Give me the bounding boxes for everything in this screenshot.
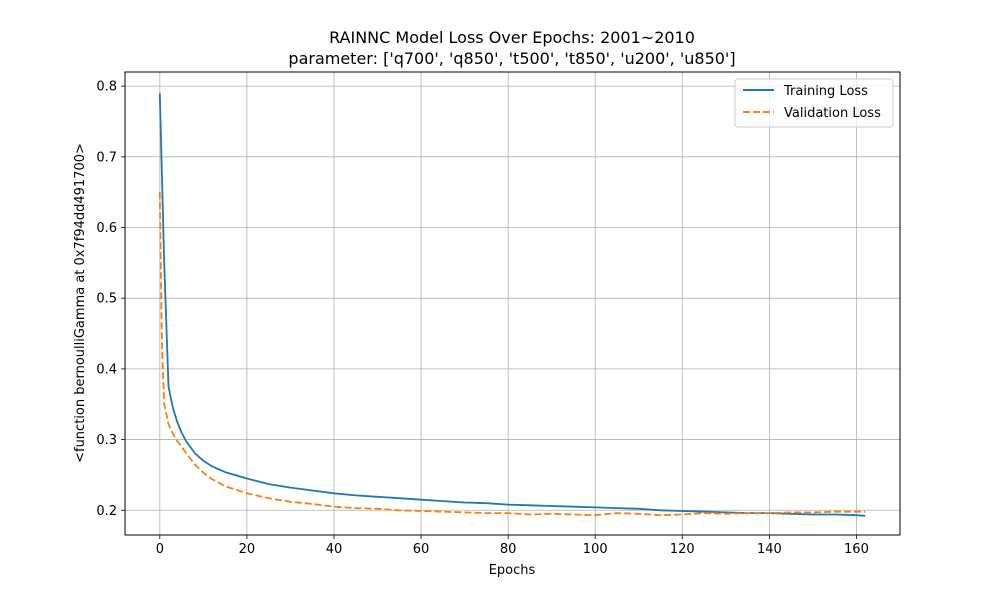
y-tick-label: 0.8 [96, 80, 117, 95]
y-tick-label: 0.5 [96, 292, 117, 307]
y-tick-label: 0.6 [96, 221, 117, 236]
axis-ticks: 0 20 40 60 80 100 120 140 160 0.2 0.3 0.4 0.5 0.6 0.7 0… [96, 80, 869, 557]
chart-title: RAINNC Model Loss Over Epochs: 2001~2010 [329, 28, 695, 47]
x-tick-label: 120 [670, 542, 695, 557]
x-tick-label: 20 [239, 542, 256, 557]
legend-label-training: Training Loss [783, 84, 868, 99]
x-tick-label: 160 [844, 542, 869, 557]
legend-box [734, 78, 894, 128]
legend: Training Loss Validation Loss [734, 78, 894, 128]
plot-frame [124, 71, 901, 536]
y-axis-label: <function bernoulliGamma at 0x7f94dd4917… [73, 143, 88, 463]
x-tick-label: 0 [156, 542, 164, 557]
y-tick-label: 0.3 [96, 433, 117, 448]
x-axis-label: Epochs [489, 563, 536, 578]
y-tick-label: 0.2 [96, 504, 117, 519]
x-tick-label: 140 [757, 542, 782, 557]
x-tick-label: 60 [413, 542, 430, 557]
x-tick-label: 40 [326, 542, 343, 557]
y-tick-label: 0.7 [96, 150, 117, 165]
validation-loss-line [158, 192, 866, 517]
grid [125, 72, 900, 535]
series-layer [158, 93, 866, 517]
training-loss-line [158, 93, 866, 517]
x-tick-label: 80 [500, 542, 517, 557]
chart-subtitle: parameter: ['q700', 'q850', 't500', 't85… [288, 49, 735, 68]
x-tick-label: 100 [583, 542, 608, 557]
legend-label-validation: Validation Loss [784, 106, 881, 121]
y-tick-label: 0.4 [96, 362, 117, 377]
